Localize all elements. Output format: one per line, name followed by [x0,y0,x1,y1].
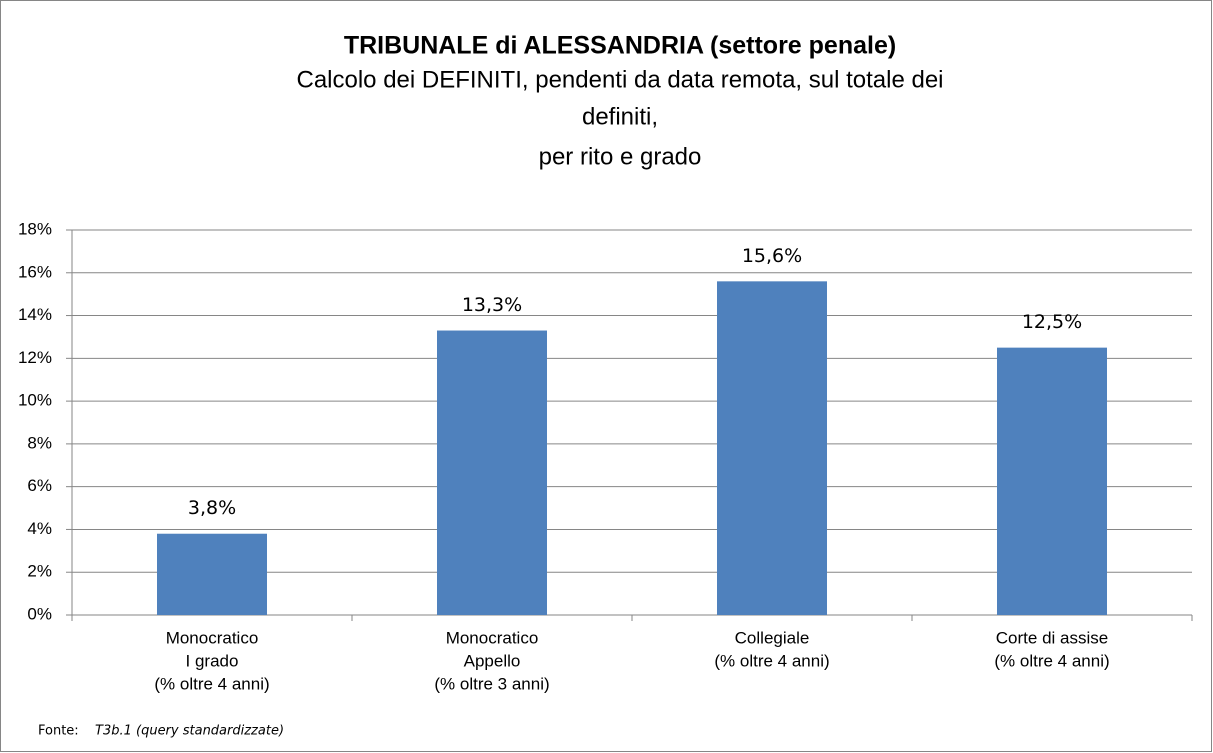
bar [157,533,267,615]
y-tick-label: 4% [27,519,52,538]
bar [717,281,827,615]
chart-subtitle: definiti, [582,103,658,130]
x-tick-label: (% oltre 3 anni) [434,674,549,693]
y-tick-label: 18% [18,219,52,238]
source-label: Fonte: [38,724,79,739]
bar [437,330,547,615]
data-label: 15,6% [742,245,802,267]
data-label: 13,3% [462,294,522,316]
y-tick-label: 14% [18,305,52,324]
x-tick-label: (% oltre 4 anni) [714,651,829,670]
x-tick-label: I grado [186,651,239,670]
y-tick-label: 6% [27,476,52,495]
x-tick-label: Appello [464,651,521,670]
y-tick-label: 8% [27,433,52,452]
y-tick-label: 12% [18,348,52,367]
y-tick-label: 10% [18,391,52,410]
chart-subtitle: Calcolo dei DEFINITI, pendenti da data r… [296,66,943,93]
chart-title: TRIBUNALE di ALESSANDRIA (settore penale… [344,32,896,60]
data-label: 12,5% [1022,311,1082,333]
x-tick-label: Monocratico [446,628,539,647]
x-tick-label: (% oltre 4 anni) [154,674,269,693]
y-tick-label: 16% [18,262,52,281]
y-tick-label: 2% [27,562,52,581]
chart-subtitle: per rito e grado [539,143,702,170]
bar [997,347,1107,615]
y-tick-label: 0% [27,604,52,623]
x-tick-label: Monocratico [166,628,259,647]
x-tick-label: (% oltre 4 anni) [994,651,1109,670]
x-tick-label: Collegiale [735,628,810,647]
x-tick-label: Corte di assise [996,628,1108,647]
data-label: 3,8% [188,497,236,519]
source: T3b.1 (query standardizzate) [95,724,284,739]
